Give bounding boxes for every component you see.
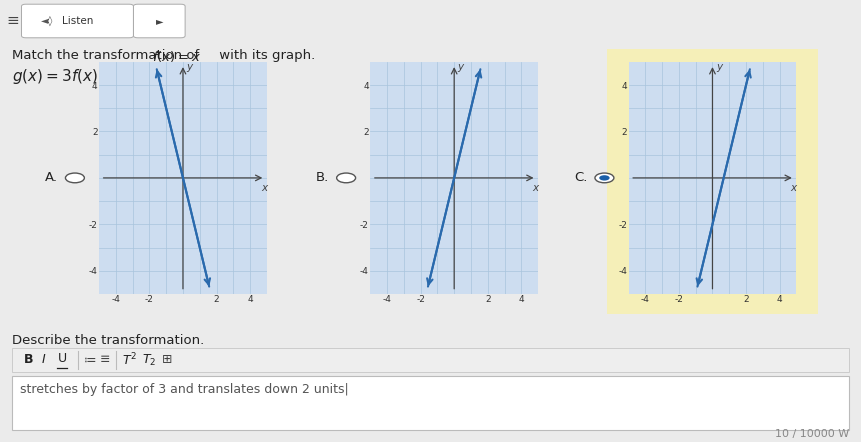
Text: Describe the transformation.: Describe the transformation.: [12, 334, 204, 347]
Text: ►: ►: [156, 16, 163, 26]
Bar: [12, 348, 849, 372]
Text: ≡: ≡: [100, 354, 110, 366]
Bar: [12, 376, 849, 430]
Text: Listen: Listen: [62, 16, 93, 26]
Text: $g(x) = 3f(x) - 2$: $g(x) = 3f(x) - 2$: [12, 67, 127, 86]
Text: stretches by factor of 3 and translates down 2 units|: stretches by factor of 3 and translates …: [20, 383, 349, 396]
Text: I: I: [42, 354, 46, 366]
Text: $f(x) = x$: $f(x) = x$: [152, 49, 201, 64]
Text: y: y: [186, 62, 193, 72]
Text: x: x: [532, 183, 538, 193]
FancyBboxPatch shape: [22, 4, 133, 38]
Text: Match the transformation of: Match the transformation of: [12, 49, 203, 62]
Text: ◄◊: ◄◊: [41, 16, 53, 26]
Text: U: U: [58, 353, 67, 366]
Text: ≔: ≔: [84, 354, 96, 366]
Text: $T^{2}$: $T^{2}$: [122, 352, 137, 368]
Text: x: x: [790, 183, 796, 193]
Text: ⊞: ⊞: [162, 354, 172, 366]
Text: 10 / 10000 W: 10 / 10000 W: [775, 429, 849, 439]
Text: y: y: [715, 62, 722, 72]
Text: B: B: [24, 354, 34, 366]
Text: x: x: [261, 183, 267, 193]
Text: C.: C.: [573, 171, 587, 184]
Text: $T_{2}$: $T_{2}$: [142, 352, 156, 368]
Text: A.: A.: [45, 171, 58, 184]
FancyBboxPatch shape: [133, 4, 185, 38]
Text: with its graph.: with its graph.: [215, 49, 315, 62]
Text: ≡: ≡: [7, 14, 19, 28]
Text: B.: B.: [316, 171, 329, 184]
Text: y: y: [457, 62, 464, 72]
